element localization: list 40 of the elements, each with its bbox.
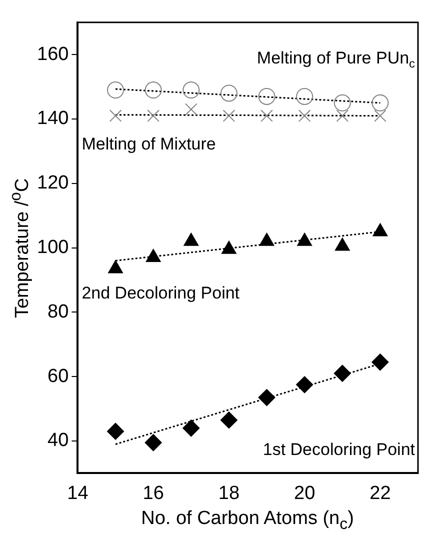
x-tick-label: 18 [218, 482, 240, 504]
x-tick-label: 22 [370, 482, 391, 504]
point [372, 94, 389, 112]
x-axis-title: No. of Carbon Atoms (n$_{c}$) [140, 508, 355, 534]
x-tick-label: 14 [67, 482, 89, 504]
x-tick-label: 20 [294, 482, 316, 504]
y-tick-label: 80 [48, 301, 69, 322]
y-tick-label: 60 [48, 366, 69, 387]
point [182, 420, 200, 437]
point [296, 88, 314, 105]
y-tick-label: 40 [48, 430, 69, 452]
point [260, 110, 273, 122]
y-tick-label: 140 [37, 108, 69, 130]
y-tick-label: 160 [37, 44, 69, 65]
point [220, 412, 238, 429]
point [258, 389, 276, 406]
point [334, 364, 351, 382]
y-tick-label: 100 [37, 237, 69, 258]
series-label: 2nd Decoloring Point [82, 283, 240, 302]
point [336, 110, 349, 122]
point [144, 434, 162, 452]
point [147, 110, 160, 122]
point [222, 110, 236, 122]
point [144, 82, 162, 99]
point [107, 422, 124, 440]
point [334, 94, 351, 112]
point [109, 110, 122, 122]
point [184, 103, 198, 116]
point [258, 88, 276, 105]
point [372, 354, 389, 371]
series-label: Melting of Mixture [82, 134, 216, 154]
point [296, 376, 314, 394]
point [374, 110, 386, 122]
point [220, 84, 238, 102]
series-label: 1st Decoloring Point [262, 440, 416, 460]
point [107, 82, 124, 99]
point [298, 110, 311, 122]
y-tick-label: 120 [37, 172, 69, 194]
x-tick-label: 16 [142, 482, 164, 504]
point [182, 82, 200, 99]
